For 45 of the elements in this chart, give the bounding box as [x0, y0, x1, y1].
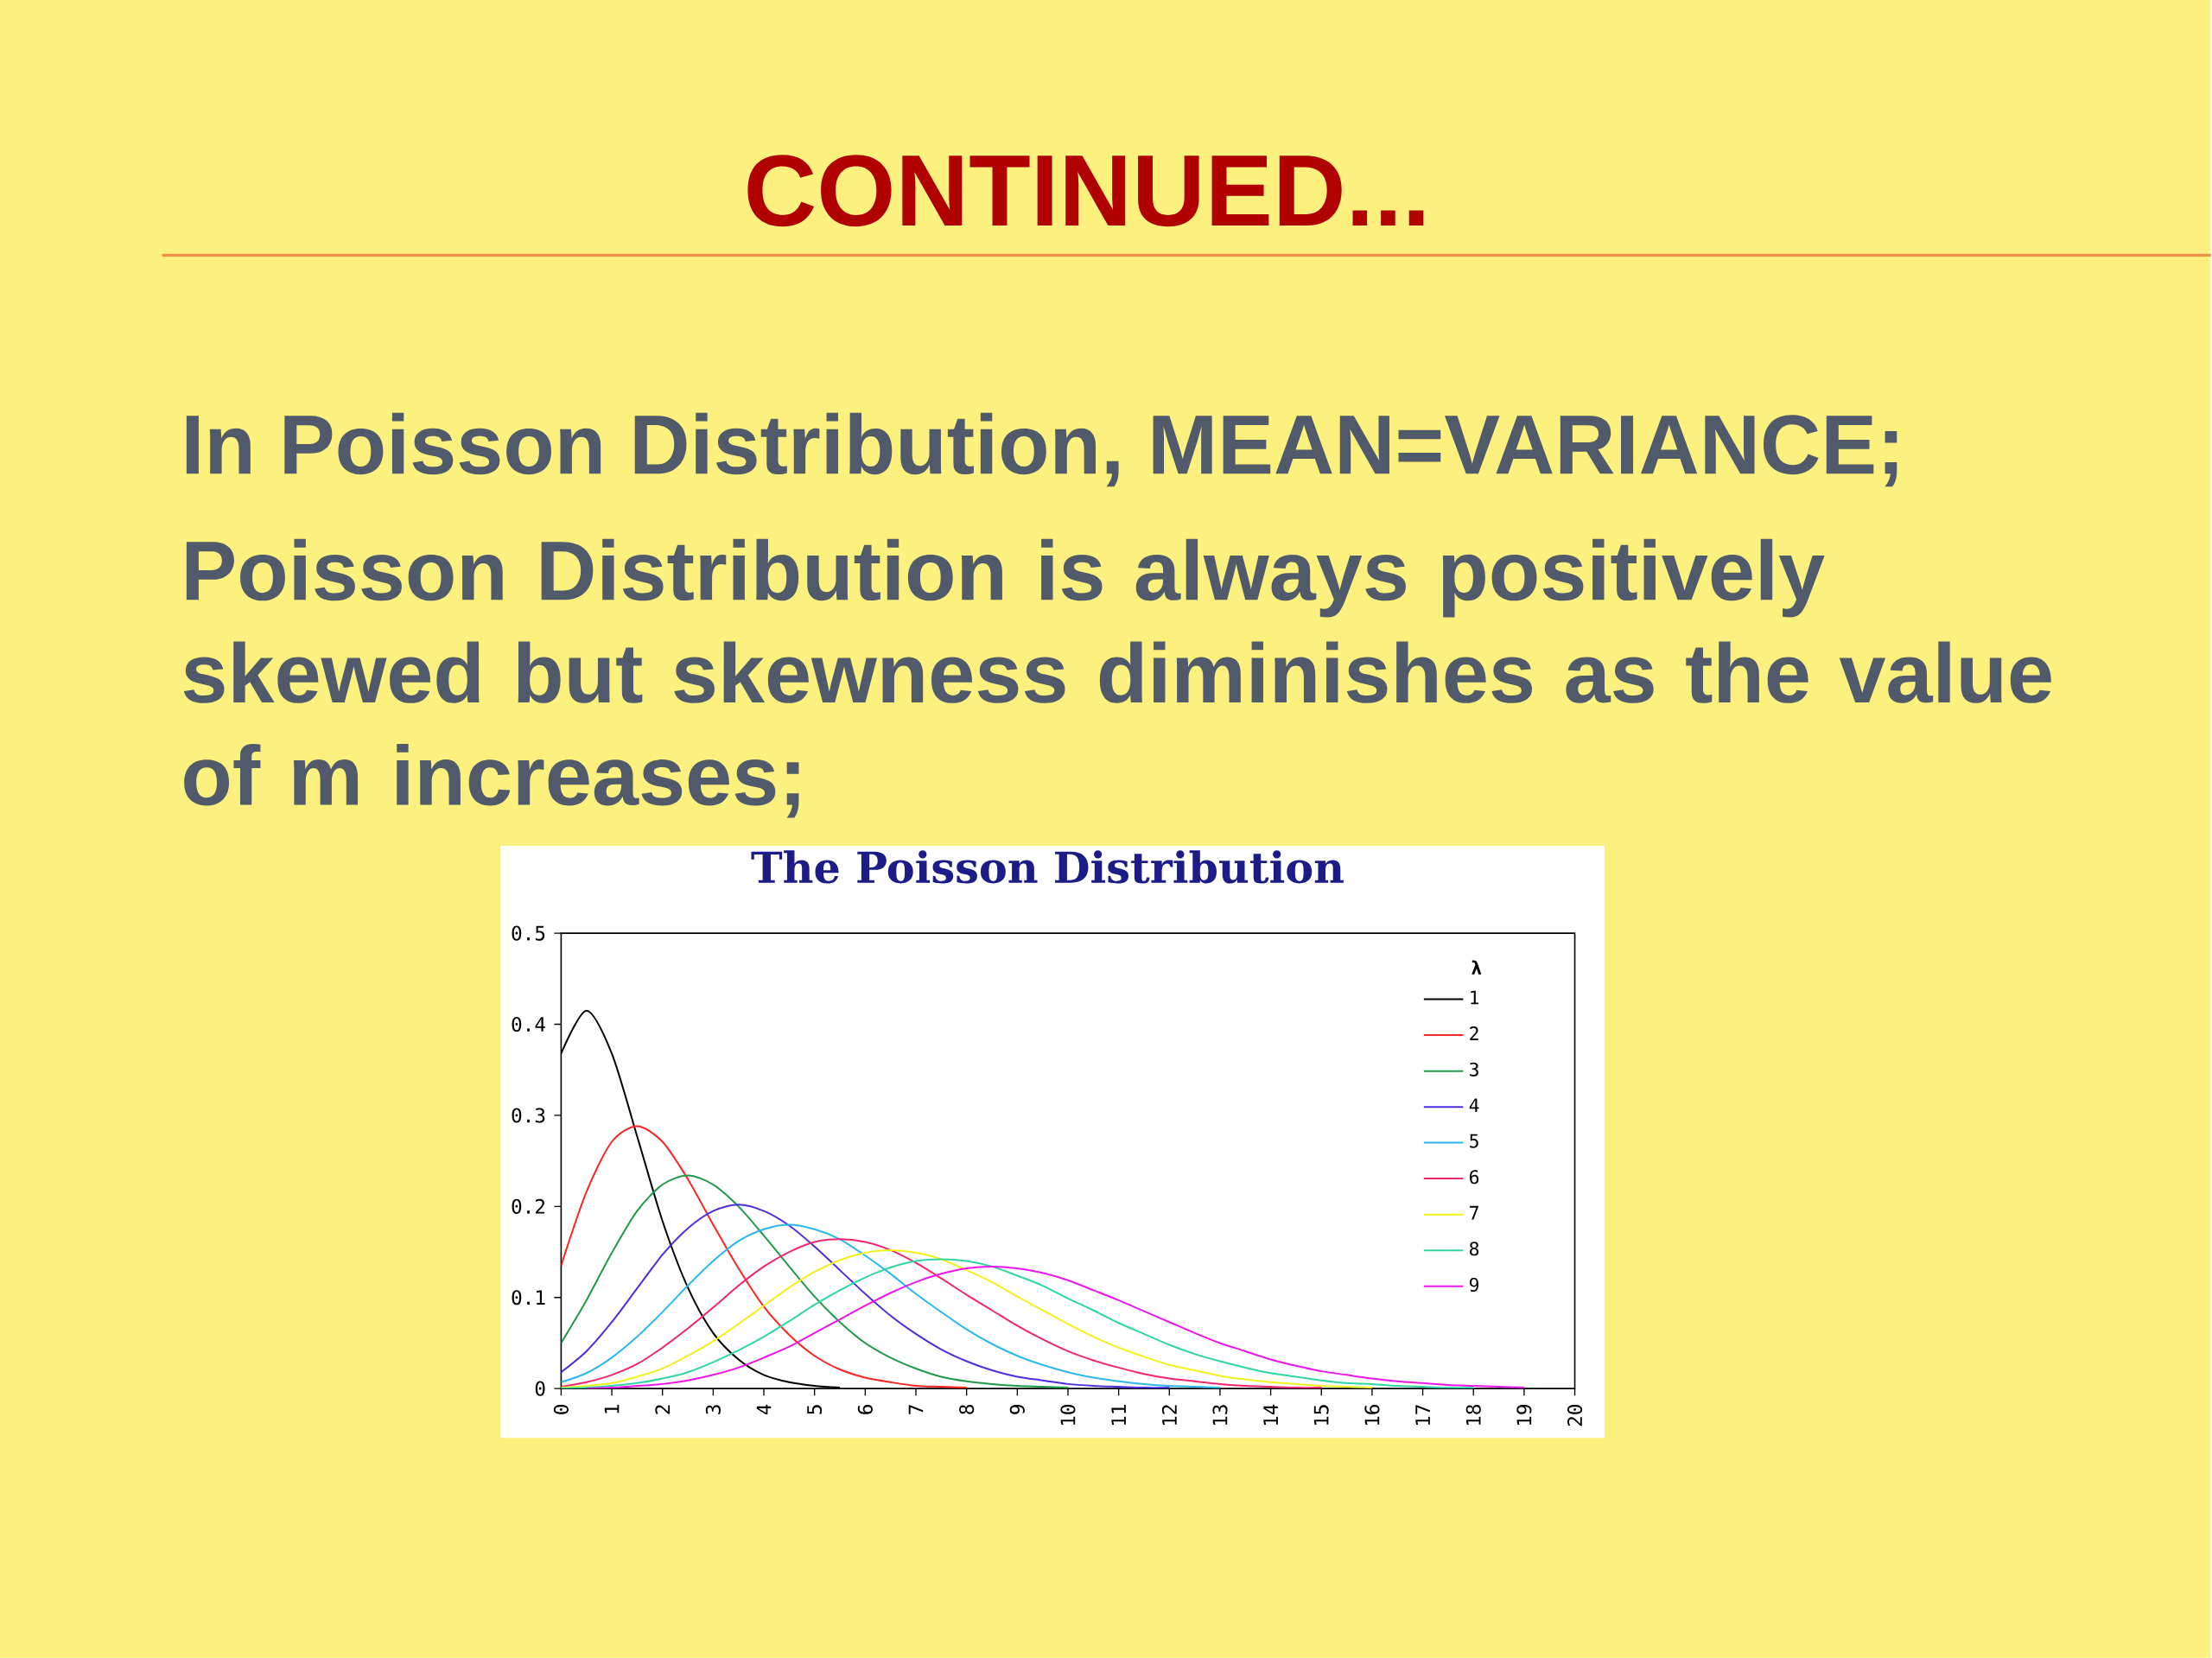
x-tick-label: 12 — [1161, 1405, 1177, 1426]
y-tick-label: 0.3 — [512, 1108, 545, 1123]
x-tick-label: 11 — [1111, 1405, 1126, 1426]
x-tick-label: 19 — [1516, 1405, 1532, 1426]
x-tick-label: 6 — [857, 1405, 873, 1414]
x-tick-label: 1 — [604, 1405, 620, 1413]
legend-title: λ — [1471, 960, 1482, 975]
x-tick-label: 8 — [959, 1405, 975, 1414]
x-tick-label: 7 — [908, 1405, 924, 1414]
y-tick-label: 0.5 — [512, 925, 545, 941]
x-tick-label: 15 — [1313, 1405, 1329, 1426]
line-series — [561, 1125, 968, 1389]
x-tick-label: 10 — [1060, 1405, 1076, 1426]
x-tick-label: 17 — [1415, 1405, 1430, 1426]
y-tick-label: 0.2 — [512, 1198, 545, 1215]
x-tick-label: 0 — [553, 1405, 569, 1414]
legend-label: 1 — [1471, 990, 1479, 1005]
y-tick-label: 0.4 — [512, 1017, 545, 1032]
x-tick-label: 3 — [705, 1405, 721, 1414]
x-tick-label: 9 — [1009, 1405, 1025, 1414]
line-series — [561, 1204, 1171, 1389]
legend-label: 7 — [1470, 1205, 1478, 1220]
x-tick-label: 13 — [1212, 1405, 1228, 1426]
x-tick-label: 2 — [655, 1405, 671, 1414]
line-series — [561, 1223, 1221, 1389]
chart-title: The Poisson Distribution — [751, 850, 1344, 884]
legend-label: 9 — [1470, 1278, 1479, 1293]
x-tick-label: 4 — [756, 1404, 772, 1415]
text: Poisson Distribution is always positively skewed but skewness diminishes as the value of m increases; — [183, 538, 2051, 818]
x-tick-label: 20 — [1567, 1405, 1583, 1426]
text: CONTINUED... — [747, 155, 1424, 227]
x-tick-label: 5 — [807, 1405, 823, 1414]
legend-label: 5 — [1470, 1134, 1478, 1148]
legend-label: 6 — [1470, 1170, 1479, 1185]
legend-label: 8 — [1470, 1242, 1479, 1256]
legend-label: 3 — [1470, 1062, 1478, 1077]
x-tick-label: 14 — [1263, 1404, 1278, 1426]
line-series — [561, 1174, 1069, 1389]
x-tick-label: 18 — [1465, 1405, 1481, 1426]
text: In Poisson Distribution, MEAN=VARIANCE; — [186, 412, 1897, 487]
x-tick-label: 16 — [1364, 1405, 1380, 1426]
y-tick-label: 0 — [535, 1381, 545, 1396]
legend-label: 2 — [1470, 1026, 1478, 1040]
y-tick-label: 0.1 — [512, 1290, 545, 1305]
legend-label: 4 — [1469, 1098, 1479, 1113]
